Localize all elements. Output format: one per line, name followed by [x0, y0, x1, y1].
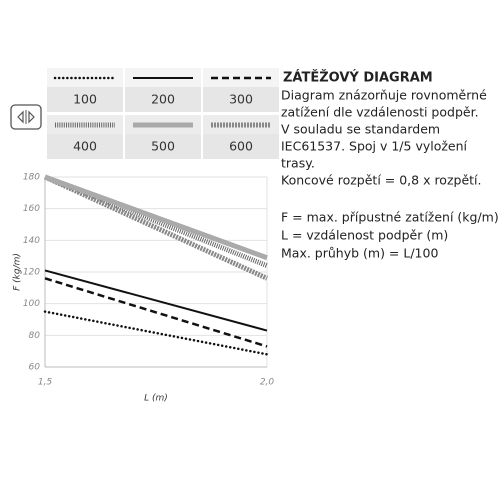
series-line — [43, 310, 269, 356]
legend-label-bg — [125, 134, 201, 159]
series-line — [44, 277, 268, 348]
description-line: zatížení dle vzdálenosti podpěr. — [281, 105, 479, 120]
legend-label: 400 — [73, 139, 97, 154]
definition-line: Max. průhyb (m) = L/100 — [281, 246, 438, 261]
y-tick-label: 100 — [23, 299, 40, 309]
definition-line: F = max. přípustné zatížení (kg/m) — [281, 210, 499, 225]
y-tick-label: 60 — [29, 363, 41, 373]
icon-arrows — [17, 110, 35, 124]
legend-label: 600 — [229, 139, 253, 154]
description-line: trasy. — [281, 156, 315, 171]
series-line — [44, 174, 268, 261]
x-tick-label: 1,5 — [38, 378, 53, 388]
description-line: Diagram znázorňuje rovnoměrné — [281, 88, 487, 103]
definition-line: L = vzdálenost podpěr (m) — [281, 228, 448, 243]
legend-sample-bg — [203, 68, 279, 87]
y-label: F (kg/m) — [13, 253, 23, 291]
description-line: IEC61537. Spoj v 1/5 vyložení — [281, 139, 468, 154]
y-tick-label: 180 — [23, 173, 40, 183]
x-label: L (m) — [144, 394, 168, 404]
y-tick-label: 80 — [29, 331, 41, 341]
legend-label: 100 — [73, 92, 97, 107]
legend-label: 300 — [229, 92, 253, 107]
legend-label-bg — [203, 87, 279, 112]
y-tick-label: 120 — [23, 268, 40, 278]
legend-label-bg — [47, 87, 123, 112]
series-line — [43, 174, 269, 281]
legend-label-bg — [47, 134, 123, 159]
legend-label: 500 — [151, 139, 175, 154]
legend-sample-bg — [47, 68, 123, 87]
legend-label: 200 — [151, 92, 175, 107]
series-line — [44, 269, 268, 332]
y-tick-label: 140 — [23, 236, 40, 246]
x-tick-label: 2,0 — [260, 378, 275, 388]
description-line: Koncové rozpětí = 0,8 x rozpětí. — [281, 173, 482, 188]
icon — [10, 104, 42, 130]
y-tick-label: 160 — [23, 204, 40, 214]
legend-label-bg — [203, 134, 279, 159]
legend-label-bg — [125, 87, 201, 112]
title: ZÁTĚŽOVÝ DIAGRAM — [283, 70, 433, 86]
description-line: V souladu se standardem — [281, 122, 440, 137]
legend-sample-bg — [47, 115, 123, 134]
